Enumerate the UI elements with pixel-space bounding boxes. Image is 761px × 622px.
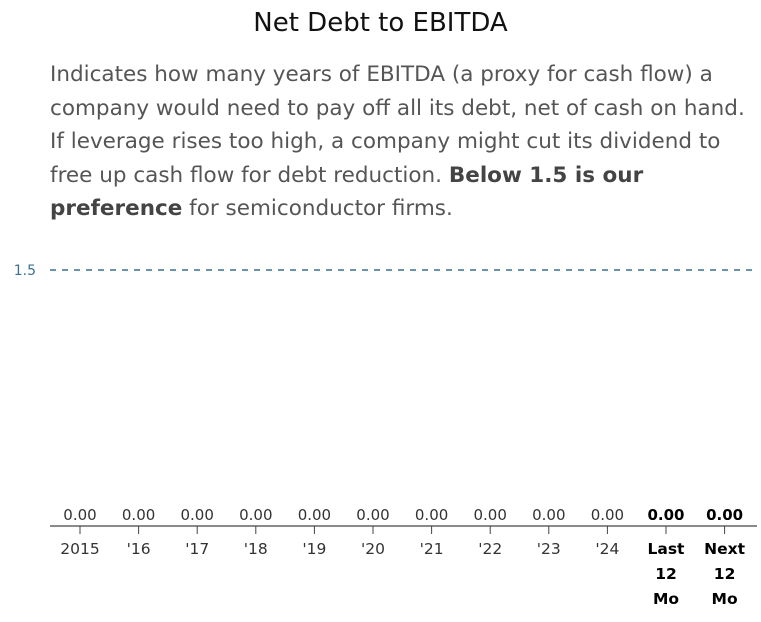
value-label: 0.00: [415, 506, 448, 524]
x-tick-label: Next 12 Mo: [704, 540, 745, 608]
chart-title: Net Debt to EBITDA: [253, 8, 508, 38]
x-tick-label: '17: [185, 540, 209, 558]
description-text: Indicates how many years of EBITDA (a pr…: [50, 62, 745, 188]
value-label: 0.00: [180, 506, 213, 524]
value-label: 0.00: [298, 506, 331, 524]
value-labels: 0.00 0.00 0.00 0.00 0.00 0.00 0.00 0.00 0.00 0.00…: [63, 506, 743, 524]
value-label: 0.00: [122, 506, 155, 524]
x-tick-label: '18: [244, 540, 268, 558]
chart-description: Indicates how many years of EBITDA (a pr…: [50, 58, 750, 226]
x-tick-label: '23: [537, 540, 561, 558]
x-tick-label: '22: [478, 540, 502, 558]
x-tick-label: '21: [420, 540, 444, 558]
value-label: 0.00: [706, 506, 743, 524]
value-label: 0.00: [532, 506, 565, 524]
value-label: 0.00: [473, 506, 506, 524]
value-label: 0.00: [239, 506, 272, 524]
x-tick-label: '24: [595, 540, 619, 558]
x-axis-ticks: 2015 '16 '17 '18 '19 '20 '21 '22 '23 '24 Last 12 Mo N…: [60, 526, 746, 608]
reference-line-label: 1.5: [14, 263, 36, 279]
value-label: 0.00: [63, 506, 96, 524]
x-tick-label: '19: [302, 540, 326, 558]
x-tick-label: '20: [361, 540, 385, 558]
x-tick-label: 2015: [60, 540, 99, 558]
value-label: 0.00: [647, 506, 684, 524]
value-label: 0.00: [356, 506, 389, 524]
value-label: 0.00: [591, 506, 624, 524]
x-tick-label: Last 12 Mo: [648, 540, 686, 608]
x-tick-label: '16: [127, 540, 151, 558]
description-text-end: for semiconductor firms.: [182, 196, 453, 221]
reference-line-group: 1.5: [14, 263, 757, 279]
description-bold-text: Below 1.5 is our preference: [50, 162, 644, 222]
